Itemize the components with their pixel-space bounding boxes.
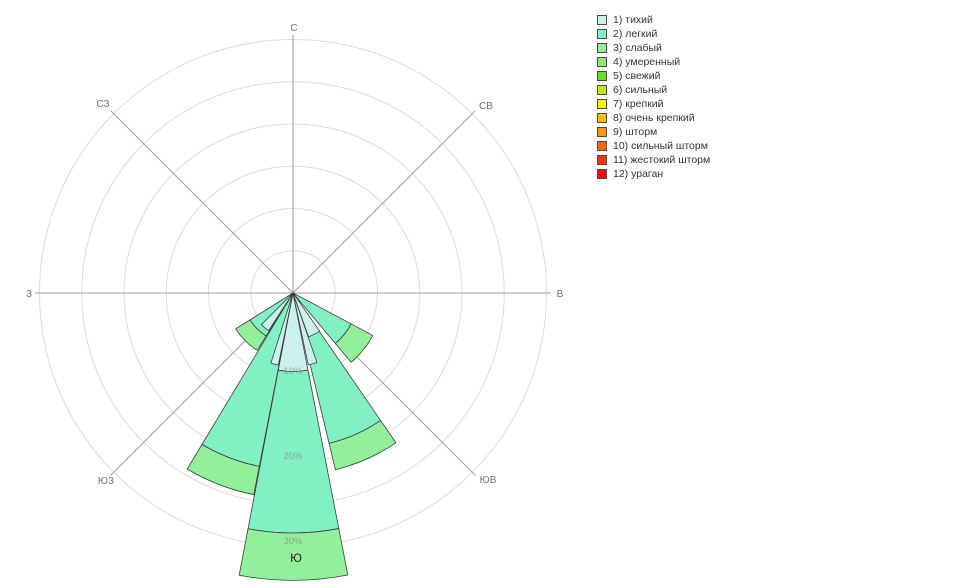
- legend-color-swatch: [597, 29, 607, 39]
- legend-item-label: 8) очень крепкий: [613, 112, 695, 124]
- ring-percent-label: 30%: [283, 536, 303, 547]
- chart-labels: 10% 20% 30% С СВ В ЮВ Ю ЮЗ З СЗ: [26, 23, 564, 565]
- legend-item-label: 12) ураган: [613, 168, 664, 180]
- legend-color-swatch: [597, 155, 607, 165]
- petal-segment-ЮЮЗ-3: [186, 443, 260, 495]
- compass-label-З: З: [26, 289, 32, 300]
- grid-radial: [110, 110, 294, 294]
- wind-rose-petals: [186, 292, 397, 581]
- legend-color-swatch: [597, 43, 607, 53]
- legend-color-swatch: [597, 169, 607, 179]
- legend-item-label: 11) жестокий шторм: [613, 154, 711, 166]
- legend-item-label: 7) крепкий: [613, 98, 664, 110]
- wind-strength-legend: 1) тихий 2) легкий 3) слабый 4) умеренный 5)…: [597, 13, 710, 181]
- legend-color-swatch: [597, 15, 607, 25]
- legend-color-swatch: [597, 127, 607, 137]
- legend-item: 5) свежий: [597, 69, 710, 83]
- legend-item-label: 4) умеренный: [613, 56, 681, 68]
- legend-item-label: 5) свежий: [613, 70, 661, 82]
- legend-item: 4) умеренный: [597, 55, 710, 69]
- legend-color-swatch: [597, 141, 607, 151]
- legend-item: 6) сильный: [597, 83, 710, 97]
- legend-color-swatch: [597, 99, 607, 109]
- legend-item: 9) шторм: [597, 125, 710, 139]
- compass-label-СВ: СВ: [479, 101, 493, 112]
- legend-item: 11) жестокий шторм: [597, 153, 710, 167]
- legend-color-swatch: [597, 57, 607, 67]
- legend-item: 2) легкий: [597, 27, 710, 41]
- compass-label-СЗ: СЗ: [96, 99, 109, 110]
- legend-color-swatch: [597, 113, 607, 123]
- petal-segment-ЮЗ-тихий-1: [260, 292, 294, 331]
- compass-label-С: С: [290, 23, 297, 34]
- compass-label-ЮВ: ЮВ: [480, 475, 497, 486]
- ring-percent-label: 10%: [283, 366, 303, 377]
- legend-item-label: 9) шторм: [613, 126, 658, 138]
- legend-color-swatch: [597, 85, 607, 95]
- ring-percent-label: 20%: [283, 451, 303, 462]
- legend-item-label: 3) слабый: [613, 42, 662, 54]
- legend-item-label: 1) тихий: [613, 14, 653, 26]
- legend-color-swatch: [597, 71, 607, 81]
- legend-item: 8) очень крепкий: [597, 111, 710, 125]
- petal-segment-ЮВ-тихий-1: [292, 292, 321, 338]
- petal-segment-ЮЮЗ-тихий-1: [270, 292, 294, 366]
- petal-segment-ЮЮВ-3: [328, 420, 397, 471]
- compass-label-ЮЗ: ЮЗ: [98, 476, 114, 487]
- legend-item-label: 2) легкий: [613, 28, 658, 40]
- petal-segment-ЮЗ-3: [235, 319, 267, 351]
- legend-item: 1) тихий: [597, 13, 710, 27]
- legend-item: 12) ураган: [597, 167, 710, 181]
- legend-item: 3) слабый: [597, 41, 710, 55]
- petal-segment-ЮВ-3: [334, 323, 374, 363]
- legend-item-label: 10) сильный шторм: [613, 140, 708, 152]
- compass-label-В: В: [557, 289, 564, 300]
- legend-item: 10) сильный шторм: [597, 139, 710, 153]
- legend-item-label: 6) сильный: [613, 84, 668, 96]
- grid-radial: [292, 110, 476, 294]
- petal-segment-Ю-3: [238, 528, 349, 581]
- compass-label-Ю: Ю: [290, 553, 302, 565]
- legend-item: 7) крепкий: [597, 97, 710, 111]
